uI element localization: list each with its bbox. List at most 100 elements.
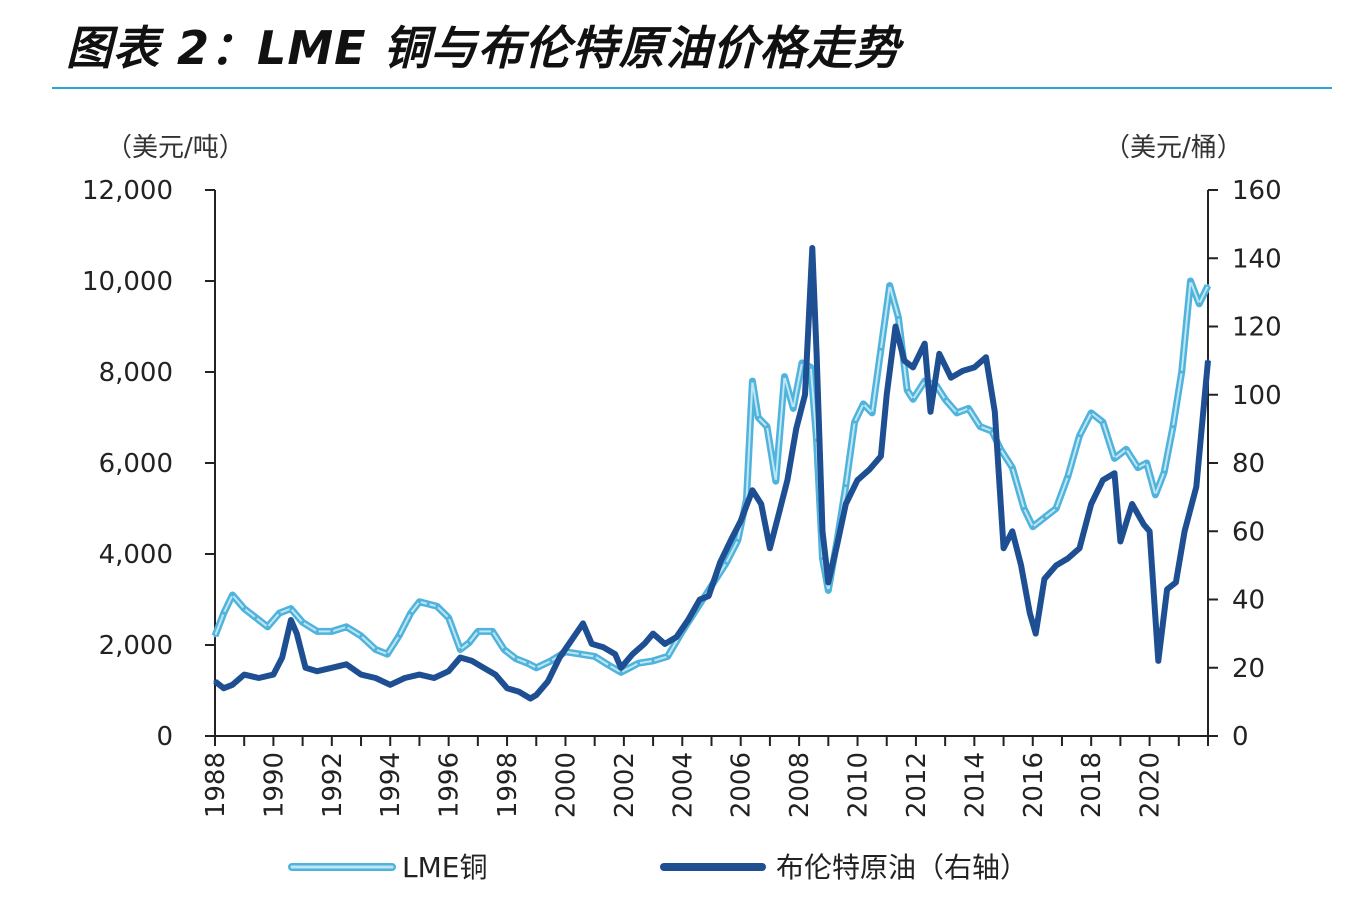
- right-tick-label: 40: [1232, 586, 1265, 616]
- right-tick-label: 60: [1232, 517, 1265, 547]
- oil-point: [613, 652, 617, 656]
- copper-point: [1010, 466, 1014, 470]
- left-tick-label: 4,000: [99, 540, 173, 570]
- copper-point: [242, 607, 246, 611]
- oil-point: [835, 543, 839, 547]
- copper-point: [490, 629, 494, 633]
- right-tick-label: 160: [1232, 176, 1282, 206]
- copper-point: [809, 365, 813, 369]
- oil-point: [558, 656, 562, 660]
- copper-point: [409, 611, 413, 615]
- oil-point: [271, 673, 275, 677]
- copper-point: [254, 616, 258, 620]
- x-axis-ticks: 1988 1990 1992 1994 1996 1998 2000 2002 2004 2006…: [201, 736, 1209, 818]
- x-tick-label: 1996: [435, 752, 465, 818]
- oil-point: [374, 676, 378, 680]
- x-tick-label: 2016: [1019, 752, 1049, 818]
- oil-point: [1174, 580, 1178, 584]
- copper-point: [783, 375, 787, 379]
- copper-point: [861, 402, 865, 406]
- oil-point: [417, 673, 421, 677]
- oil-point: [893, 325, 897, 328]
- oil-point: [923, 342, 927, 346]
- oil-point: [1042, 577, 1046, 581]
- copper-point: [467, 641, 471, 645]
- copper-point: [607, 663, 611, 667]
- series-layer: [211, 245, 1212, 702]
- copper-point: [774, 479, 778, 483]
- x-tick-label: 2002: [610, 752, 640, 818]
- oil-point: [403, 676, 407, 680]
- x-tick-label: 2018: [1077, 752, 1107, 818]
- copper-point: [800, 361, 804, 365]
- left-tick-label: 8,000: [99, 358, 173, 388]
- copper-point: [266, 625, 270, 629]
- oil-point: [1118, 539, 1122, 543]
- oil-point: [1034, 632, 1038, 636]
- oil-point: [1113, 471, 1117, 475]
- x-tick-label: 2008: [785, 752, 815, 818]
- left-tick-label: 0: [156, 722, 173, 752]
- oil-point: [730, 536, 734, 540]
- copper-point: [458, 648, 462, 652]
- oil-point: [601, 645, 605, 649]
- legend-label-copper: LME铜: [402, 851, 487, 884]
- left-tick-label: 2,000: [99, 631, 173, 661]
- oil-point: [619, 666, 623, 670]
- oil-point: [777, 512, 781, 516]
- oil-point: [867, 468, 871, 472]
- copper-point: [955, 411, 959, 415]
- copper-point: [896, 315, 900, 319]
- oil-point: [794, 427, 798, 431]
- oil-point: [295, 632, 299, 636]
- left-axis-ticks: 12,000 10,000 8,000 6,000 4,000 2,000 0: [82, 176, 215, 752]
- x-tick-label: 1994: [376, 752, 406, 818]
- copper-point: [397, 634, 401, 638]
- oil-point: [1028, 611, 1032, 615]
- copper-point: [1206, 284, 1210, 288]
- left-axis-unit: （美元/吨）: [106, 133, 245, 163]
- copper-point: [289, 607, 293, 611]
- oil-point: [803, 393, 807, 397]
- legend-label-oil: 布伦特原油（右轴）: [776, 851, 1028, 884]
- oil-point: [972, 365, 976, 369]
- x-tick-label: 2000: [551, 752, 581, 818]
- oil-point: [213, 679, 217, 683]
- copper-point: [277, 611, 281, 615]
- x-tick-label: 1988: [201, 752, 231, 818]
- oil-point: [1130, 502, 1134, 506]
- right-tick-label: 0: [1232, 722, 1249, 752]
- oil-point: [815, 352, 819, 356]
- copper-point: [578, 652, 582, 656]
- copper-point: [301, 620, 305, 624]
- copper-point: [374, 648, 378, 652]
- oil-point: [470, 659, 474, 663]
- copper-point: [315, 629, 319, 633]
- oil-point: [902, 359, 906, 363]
- copper-point: [844, 484, 848, 488]
- oil-point: [698, 598, 702, 601]
- oil-point: [289, 618, 293, 622]
- copper-point: [750, 379, 754, 383]
- oil-point: [1142, 522, 1146, 526]
- copper-point: [534, 666, 538, 670]
- oil-point: [984, 355, 988, 359]
- oil-point: [569, 638, 573, 642]
- oil-point: [674, 635, 678, 639]
- oil-point: [581, 621, 585, 625]
- copper-point: [1101, 420, 1105, 424]
- copper-point: [888, 284, 892, 288]
- right-tick-label: 80: [1232, 449, 1265, 479]
- copper-point: [476, 629, 480, 633]
- oil-point: [1089, 502, 1093, 506]
- oil-point: [222, 686, 226, 690]
- copper-point: [213, 634, 217, 638]
- oil-point: [1165, 587, 1169, 591]
- copper-point: [1162, 470, 1166, 474]
- copper-point: [1066, 475, 1070, 479]
- oil-point: [820, 529, 824, 533]
- x-tick-label: 1990: [259, 752, 289, 818]
- oil-point: [718, 560, 722, 564]
- x-tick-label: 1998: [493, 752, 523, 818]
